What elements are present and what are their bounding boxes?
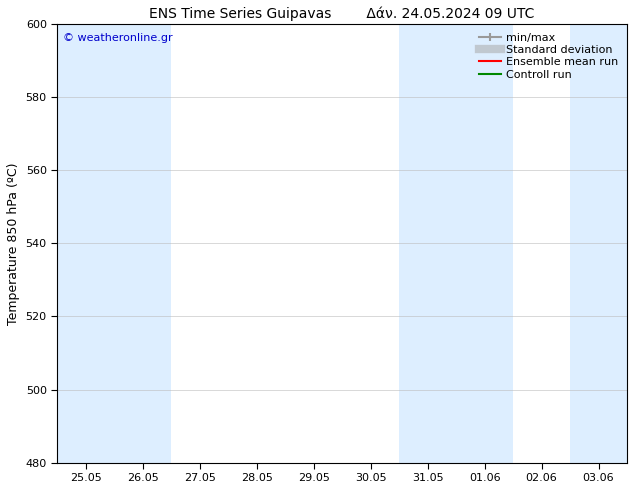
- Bar: [399, 24, 456, 463]
- Y-axis label: Temperature 850 hPa (ºC): Temperature 850 hPa (ºC): [7, 162, 20, 324]
- Bar: [570, 24, 627, 463]
- Legend: min/max, Standard deviation, Ensemble mean run, Controll run: min/max, Standard deviation, Ensemble me…: [476, 29, 621, 83]
- Bar: [57, 24, 114, 463]
- Text: © weatheronline.gr: © weatheronline.gr: [63, 33, 172, 43]
- Title: ENS Time Series Guipavas        Δάν. 24.05.2024 09 UTC: ENS Time Series Guipavas Δάν. 24.05.2024…: [150, 7, 535, 22]
- Bar: [456, 24, 513, 463]
- Bar: [114, 24, 171, 463]
- Bar: [57, 24, 114, 463]
